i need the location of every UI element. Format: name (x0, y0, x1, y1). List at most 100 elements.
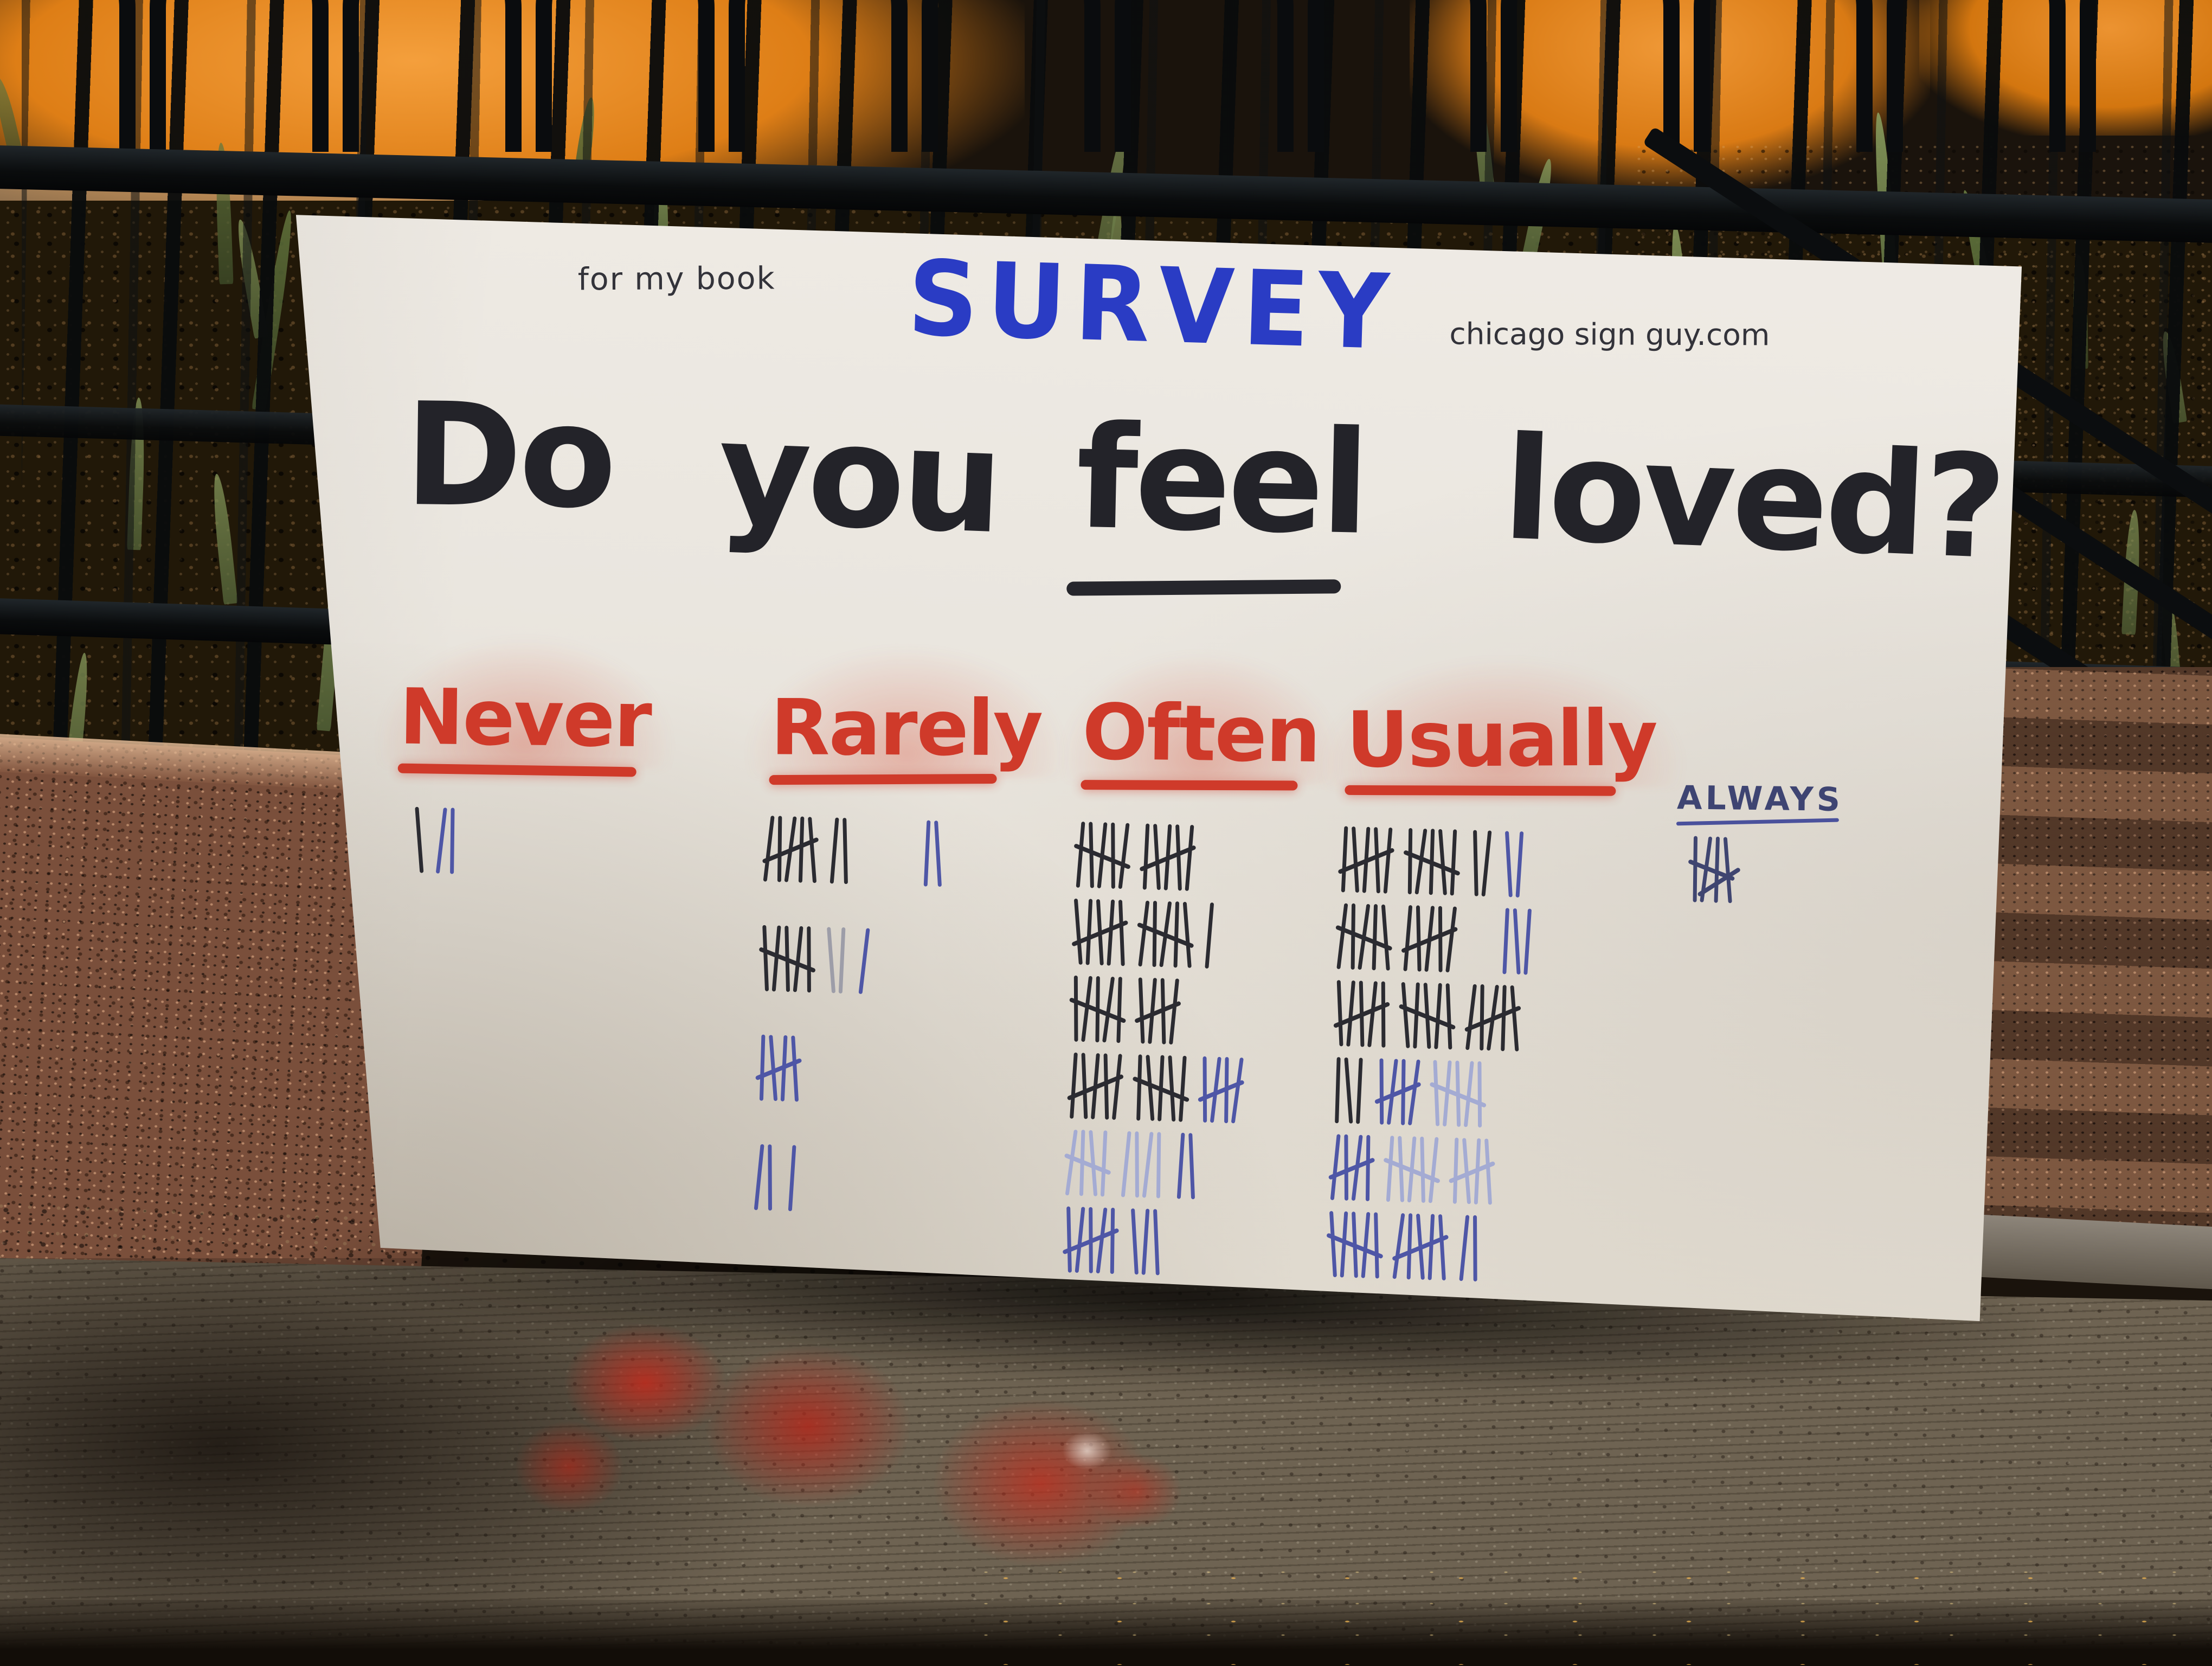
tally-stroke (1173, 901, 1180, 968)
tally-group (1176, 1132, 1195, 1200)
tally-group (1448, 1138, 1496, 1205)
tally-stroke (1153, 824, 1161, 890)
tally-stroke (1481, 830, 1492, 897)
tally-stroke (1355, 1058, 1363, 1124)
tally-row (754, 1144, 1030, 1219)
tally-stroke (1185, 825, 1194, 892)
tally-group (1062, 1206, 1120, 1274)
tally-stroke (450, 808, 455, 874)
column-underline (1081, 780, 1298, 791)
tally-stroke (1081, 1053, 1088, 1119)
tally-row (1326, 1211, 1643, 1286)
tally-group (1326, 1211, 1384, 1279)
tally-row (762, 816, 1039, 890)
tally-area (1687, 836, 1842, 906)
column-always: ALWAYS (1674, 779, 1844, 918)
tally-group (1132, 1054, 1190, 1123)
tally-group (858, 928, 870, 995)
tally-stroke (1156, 1132, 1161, 1199)
tally-group (788, 1145, 796, 1212)
tally-group (1504, 831, 1524, 898)
column-underline (1676, 818, 1839, 826)
tally-area (1062, 822, 1317, 1280)
tally-stroke (1367, 981, 1378, 1048)
tally-row (758, 925, 1036, 999)
tally-group (1391, 1213, 1449, 1281)
tally-row (755, 1034, 1033, 1109)
tally-stroke (1438, 906, 1443, 973)
tally-stroke (1463, 1061, 1474, 1127)
feel-underline (1066, 579, 1341, 596)
tally-stroke (1135, 1131, 1139, 1198)
tally-stroke (1141, 1209, 1150, 1276)
tally-stroke (1102, 977, 1115, 1043)
red-paint-stain (705, 1345, 911, 1508)
tally-group (1197, 1056, 1245, 1124)
tally-stroke (1365, 1135, 1371, 1202)
tally-group (1121, 1131, 1162, 1199)
tally-group (1383, 1136, 1441, 1203)
sign-title: SURVEY (906, 238, 1399, 374)
tally-row (1335, 1057, 1647, 1132)
tally-group (1073, 822, 1131, 889)
tally-stroke (791, 1035, 799, 1102)
tally-stroke (1459, 1215, 1470, 1281)
fence-arch (729, 0, 908, 152)
sidewalk-glints (949, 1556, 2212, 1665)
tally-stroke (1176, 1132, 1185, 1200)
tally-stroke (1374, 827, 1380, 894)
tally-row (1328, 1134, 1645, 1209)
fence-arch (0, 0, 136, 152)
tally-group (1071, 899, 1129, 966)
tally-stroke (1515, 831, 1524, 898)
tally-stroke (1383, 828, 1393, 894)
tally-group (923, 820, 942, 887)
tally-group (1502, 908, 1532, 975)
tally-stroke (1116, 977, 1122, 1043)
tally-stroke (1445, 906, 1457, 973)
tally-stroke (1416, 905, 1422, 972)
tally-stroke (1407, 828, 1413, 895)
column-often: Often (1062, 688, 1321, 1291)
tally-stroke (1386, 1136, 1394, 1202)
tally-group (1066, 1053, 1124, 1120)
tally-stroke (1480, 984, 1484, 1051)
tally-stroke (1130, 1208, 1139, 1275)
fence-arches (0, 0, 2212, 271)
tally-stroke (777, 816, 782, 882)
tally-stroke (415, 807, 424, 874)
tally-stroke (1361, 1212, 1371, 1279)
fence-arch (536, 0, 715, 152)
tally-group (1459, 1215, 1478, 1282)
tally-group (1473, 830, 1492, 897)
tally-row (1062, 1206, 1306, 1280)
tally-stroke (1111, 1054, 1122, 1120)
tally-area (1326, 826, 1654, 1287)
tally-stroke (1341, 826, 1348, 893)
tally-stroke (807, 926, 811, 993)
tally-stroke (934, 821, 942, 887)
tally-row (1064, 1130, 1308, 1203)
tally-stroke (1473, 1215, 1477, 1282)
tally-stroke (1438, 1214, 1446, 1281)
pale-paint-dab (1063, 1432, 1111, 1470)
tally-stroke (1121, 1131, 1131, 1198)
tally-stroke (1502, 908, 1510, 975)
column-underline (1345, 785, 1616, 796)
tally-stroke (1374, 1212, 1379, 1279)
tally-stroke (1085, 899, 1093, 965)
question-word: Do (403, 371, 615, 540)
tally-stroke (1465, 984, 1477, 1050)
tally-stroke (1168, 1055, 1176, 1122)
tally-stroke (1111, 823, 1115, 889)
tally-row (1066, 1053, 1310, 1126)
tally-stroke (1073, 976, 1078, 1042)
column-usually: Usually (1326, 693, 1658, 1297)
tally-stroke (858, 928, 870, 995)
tally-row (1071, 899, 1315, 972)
tally-group (1064, 1130, 1111, 1197)
tally-group (1333, 980, 1391, 1048)
tally-group (1398, 982, 1456, 1050)
tally-stroke (1438, 829, 1448, 896)
